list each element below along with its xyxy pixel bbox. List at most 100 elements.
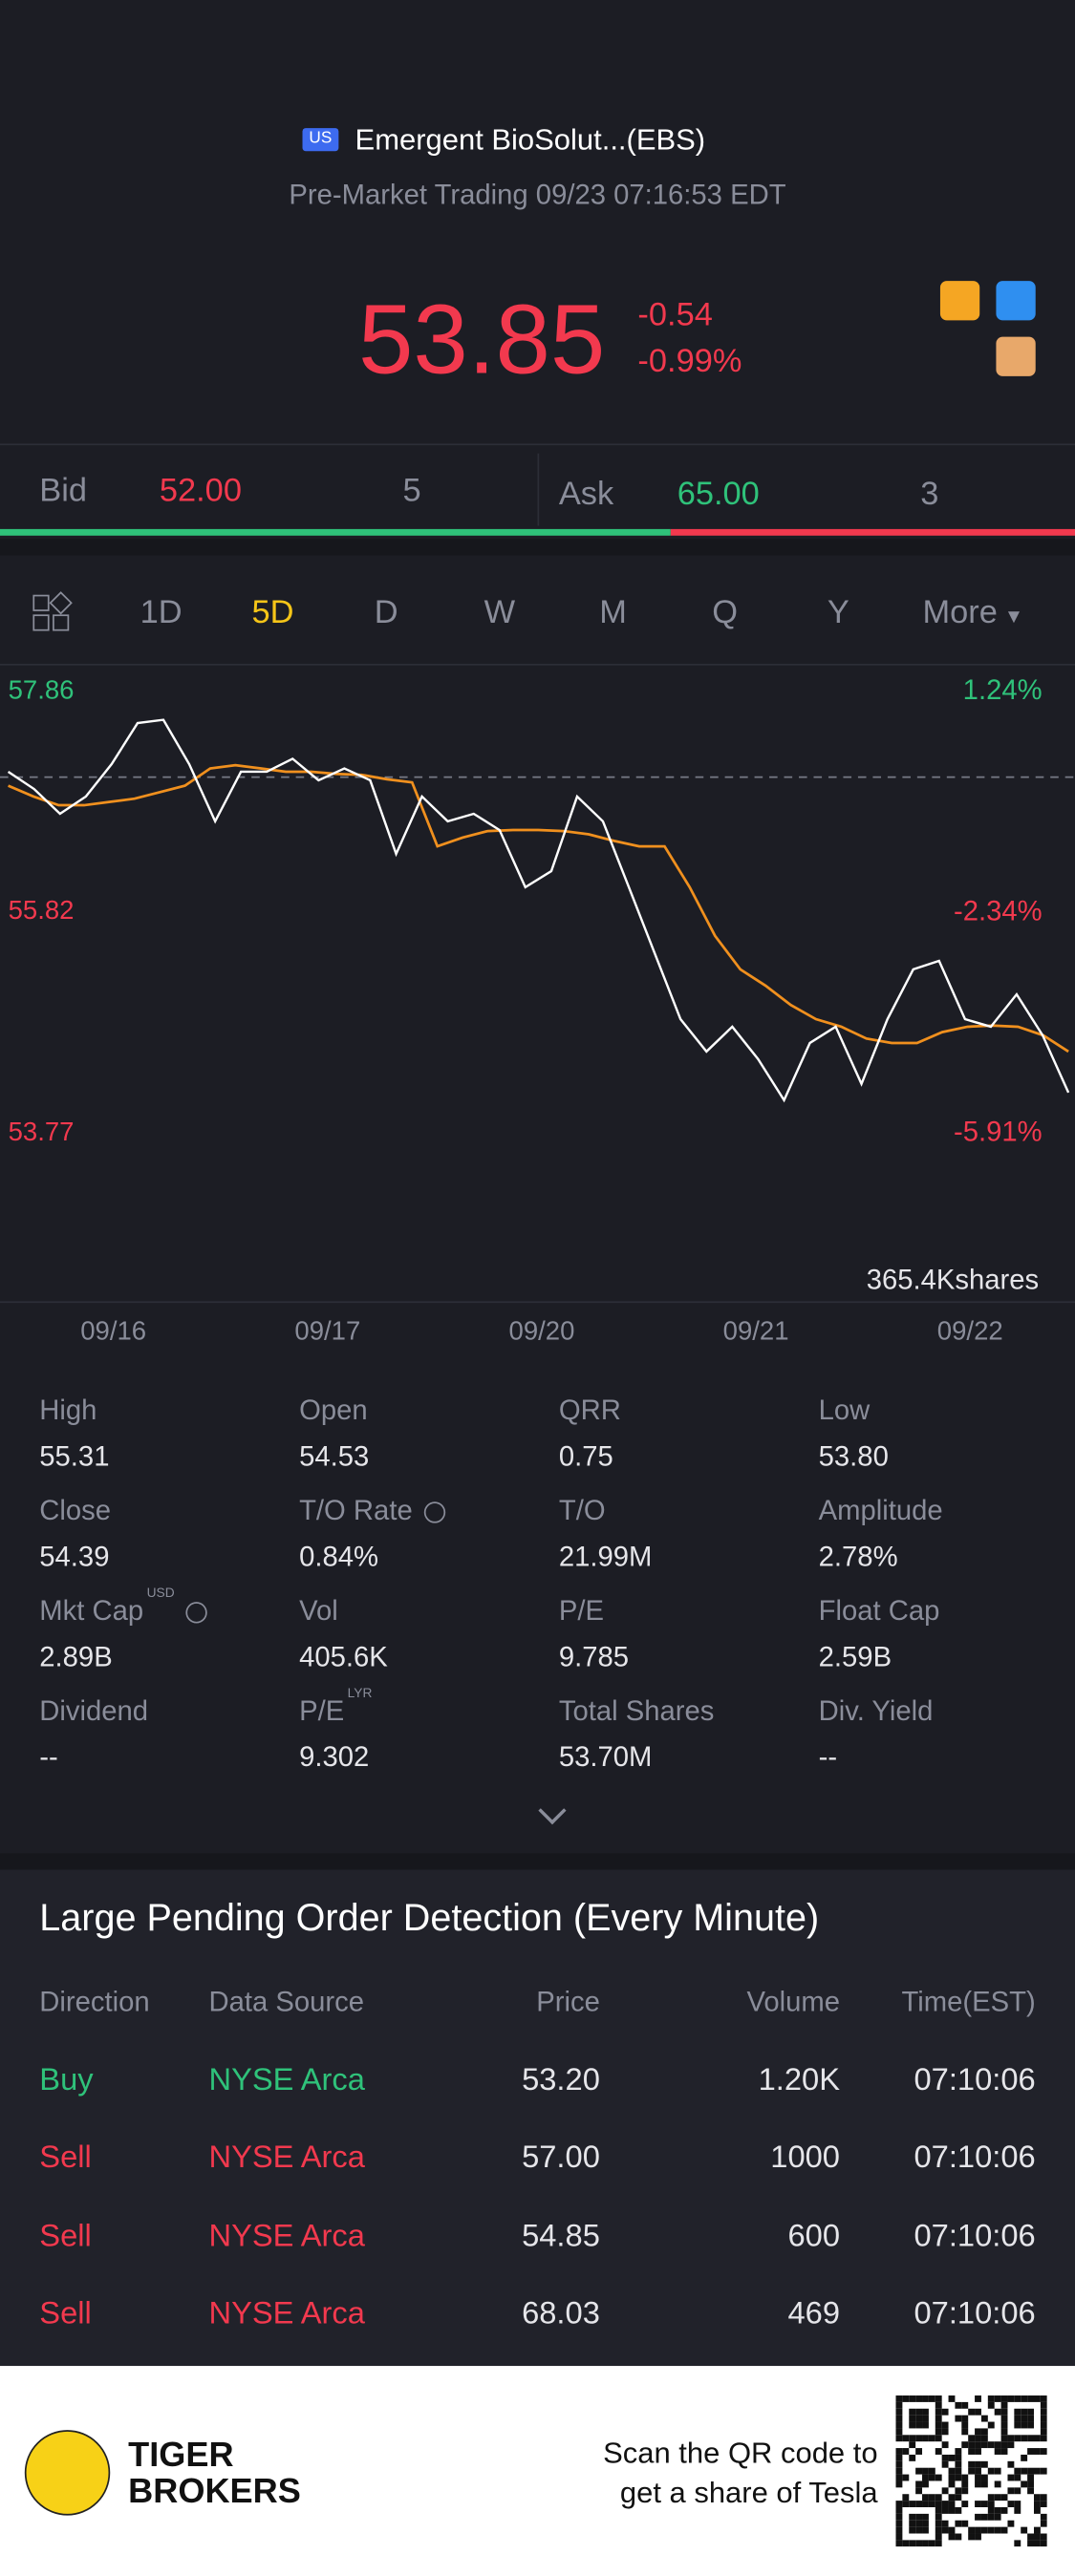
qr-module	[1040, 2421, 1047, 2429]
bid-label: Bid	[39, 473, 88, 510]
qr-module	[928, 2474, 935, 2481]
qr-module	[994, 2526, 1001, 2534]
stat-label: Div. Yield	[818, 1695, 934, 1727]
order-cell: NYSE Arca	[208, 2063, 365, 2098]
qr-module	[941, 2501, 949, 2507]
qr-module	[1027, 2435, 1034, 2442]
qr-module	[948, 2395, 956, 2402]
qr-module	[968, 2441, 976, 2449]
qr-module	[975, 2526, 981, 2534]
period-tab[interactable]: M	[599, 594, 627, 631]
qr-module	[975, 2501, 981, 2507]
qr-module	[941, 2520, 949, 2527]
stat-label: Vol	[299, 1595, 338, 1627]
qr-module	[955, 2401, 962, 2409]
stat-value: 2.78%	[818, 1541, 898, 1573]
qr-module	[1000, 2441, 1008, 2449]
stat-value: 2.89B	[39, 1641, 113, 1673]
qr-module	[980, 2460, 988, 2468]
qr-module	[955, 2448, 962, 2455]
stat-value: 0.75	[558, 1440, 613, 1473]
info-icon[interactable]	[185, 1602, 208, 1624]
qr-module	[909, 2540, 916, 2547]
stat-value: 2.59B	[818, 1641, 892, 1673]
period-tab[interactable]: D	[374, 594, 398, 631]
qr-module	[902, 2435, 910, 2442]
dollar-icon[interactable]	[939, 281, 980, 321]
period-tab[interactable]: Y	[827, 594, 849, 631]
qr-module	[1027, 2395, 1034, 2402]
qr-module	[1040, 2513, 1047, 2521]
qr-module	[961, 2520, 969, 2527]
qr-module	[922, 2435, 929, 2442]
period-tab[interactable]: 5D	[251, 594, 294, 631]
qr-module	[935, 2494, 942, 2501]
qr-module	[909, 2520, 916, 2527]
qr-module	[1014, 2415, 1021, 2422]
order-cell: NYSE Arca	[208, 2141, 365, 2177]
qr-module	[1021, 2526, 1028, 2534]
qr-module	[1007, 2441, 1015, 2449]
qr-module	[1021, 2435, 1028, 2442]
bid-size: 5	[402, 473, 421, 510]
qr-module	[935, 2520, 942, 2527]
qr-module	[922, 2415, 929, 2422]
qr-module	[1014, 2487, 1021, 2495]
info-icon[interactable]	[423, 1501, 446, 1523]
qr-module	[922, 2520, 929, 2527]
qr-module	[955, 2474, 962, 2481]
qr-module	[895, 2480, 903, 2488]
qr-module	[895, 2421, 903, 2429]
qr-module	[975, 2474, 981, 2481]
qr-module	[1027, 2487, 1034, 2495]
qr-module	[915, 2415, 923, 2422]
period-tab[interactable]: Q	[712, 594, 738, 631]
qr-module	[941, 2526, 949, 2534]
layers-icon[interactable]	[996, 336, 1036, 376]
column-header: Price	[536, 1986, 600, 2018]
qr-module	[975, 2408, 981, 2416]
qr-module	[935, 2415, 942, 2422]
qr-module	[987, 2501, 995, 2507]
layout-icon[interactable]	[32, 591, 73, 631]
qr-module	[1040, 2520, 1047, 2527]
qr-module	[895, 2401, 903, 2409]
qr-module	[941, 2408, 949, 2416]
qr-module	[941, 2506, 949, 2514]
qr-module	[955, 2415, 962, 2422]
stat-label: P/E	[558, 1595, 605, 1627]
qr-module	[922, 2467, 929, 2475]
qr-module	[961, 2474, 969, 2481]
order-cell: 68.03	[522, 2297, 600, 2332]
promo-text: Scan the QR code to	[603, 2437, 878, 2470]
order-cell: 57.00	[522, 2141, 600, 2177]
qr-module	[980, 2441, 988, 2449]
x-tick-label: 09/16	[80, 1315, 146, 1345]
qr-module	[994, 2506, 1001, 2514]
stat-label: QRR	[558, 1394, 621, 1427]
order-cell: 53.20	[522, 2063, 600, 2098]
qr-module	[961, 2415, 969, 2422]
flash-icon[interactable]	[996, 281, 1036, 321]
qr-module	[915, 2526, 923, 2534]
qr-module	[895, 2520, 903, 2527]
divider	[0, 663, 1075, 666]
qr-module	[955, 2467, 962, 2475]
period-tab[interactable]: W	[484, 594, 516, 631]
qr-module	[895, 2474, 903, 2481]
qr-module	[975, 2428, 981, 2436]
qr-module	[895, 2408, 903, 2416]
qr-module	[922, 2480, 929, 2488]
qr-module	[922, 2474, 929, 2481]
qr-module	[1040, 2467, 1047, 2475]
qr-module	[941, 2441, 949, 2449]
qr-module	[968, 2448, 976, 2455]
qr-module	[928, 2540, 935, 2547]
period-tab[interactable]: 1D	[140, 594, 183, 631]
period-tab[interactable]: More ▼	[922, 594, 1024, 631]
stat-superscript: LYR	[347, 1685, 373, 1701]
order-cell: Sell	[39, 2219, 92, 2254]
qr-module	[1027, 2408, 1034, 2416]
qr-module	[909, 2513, 916, 2521]
